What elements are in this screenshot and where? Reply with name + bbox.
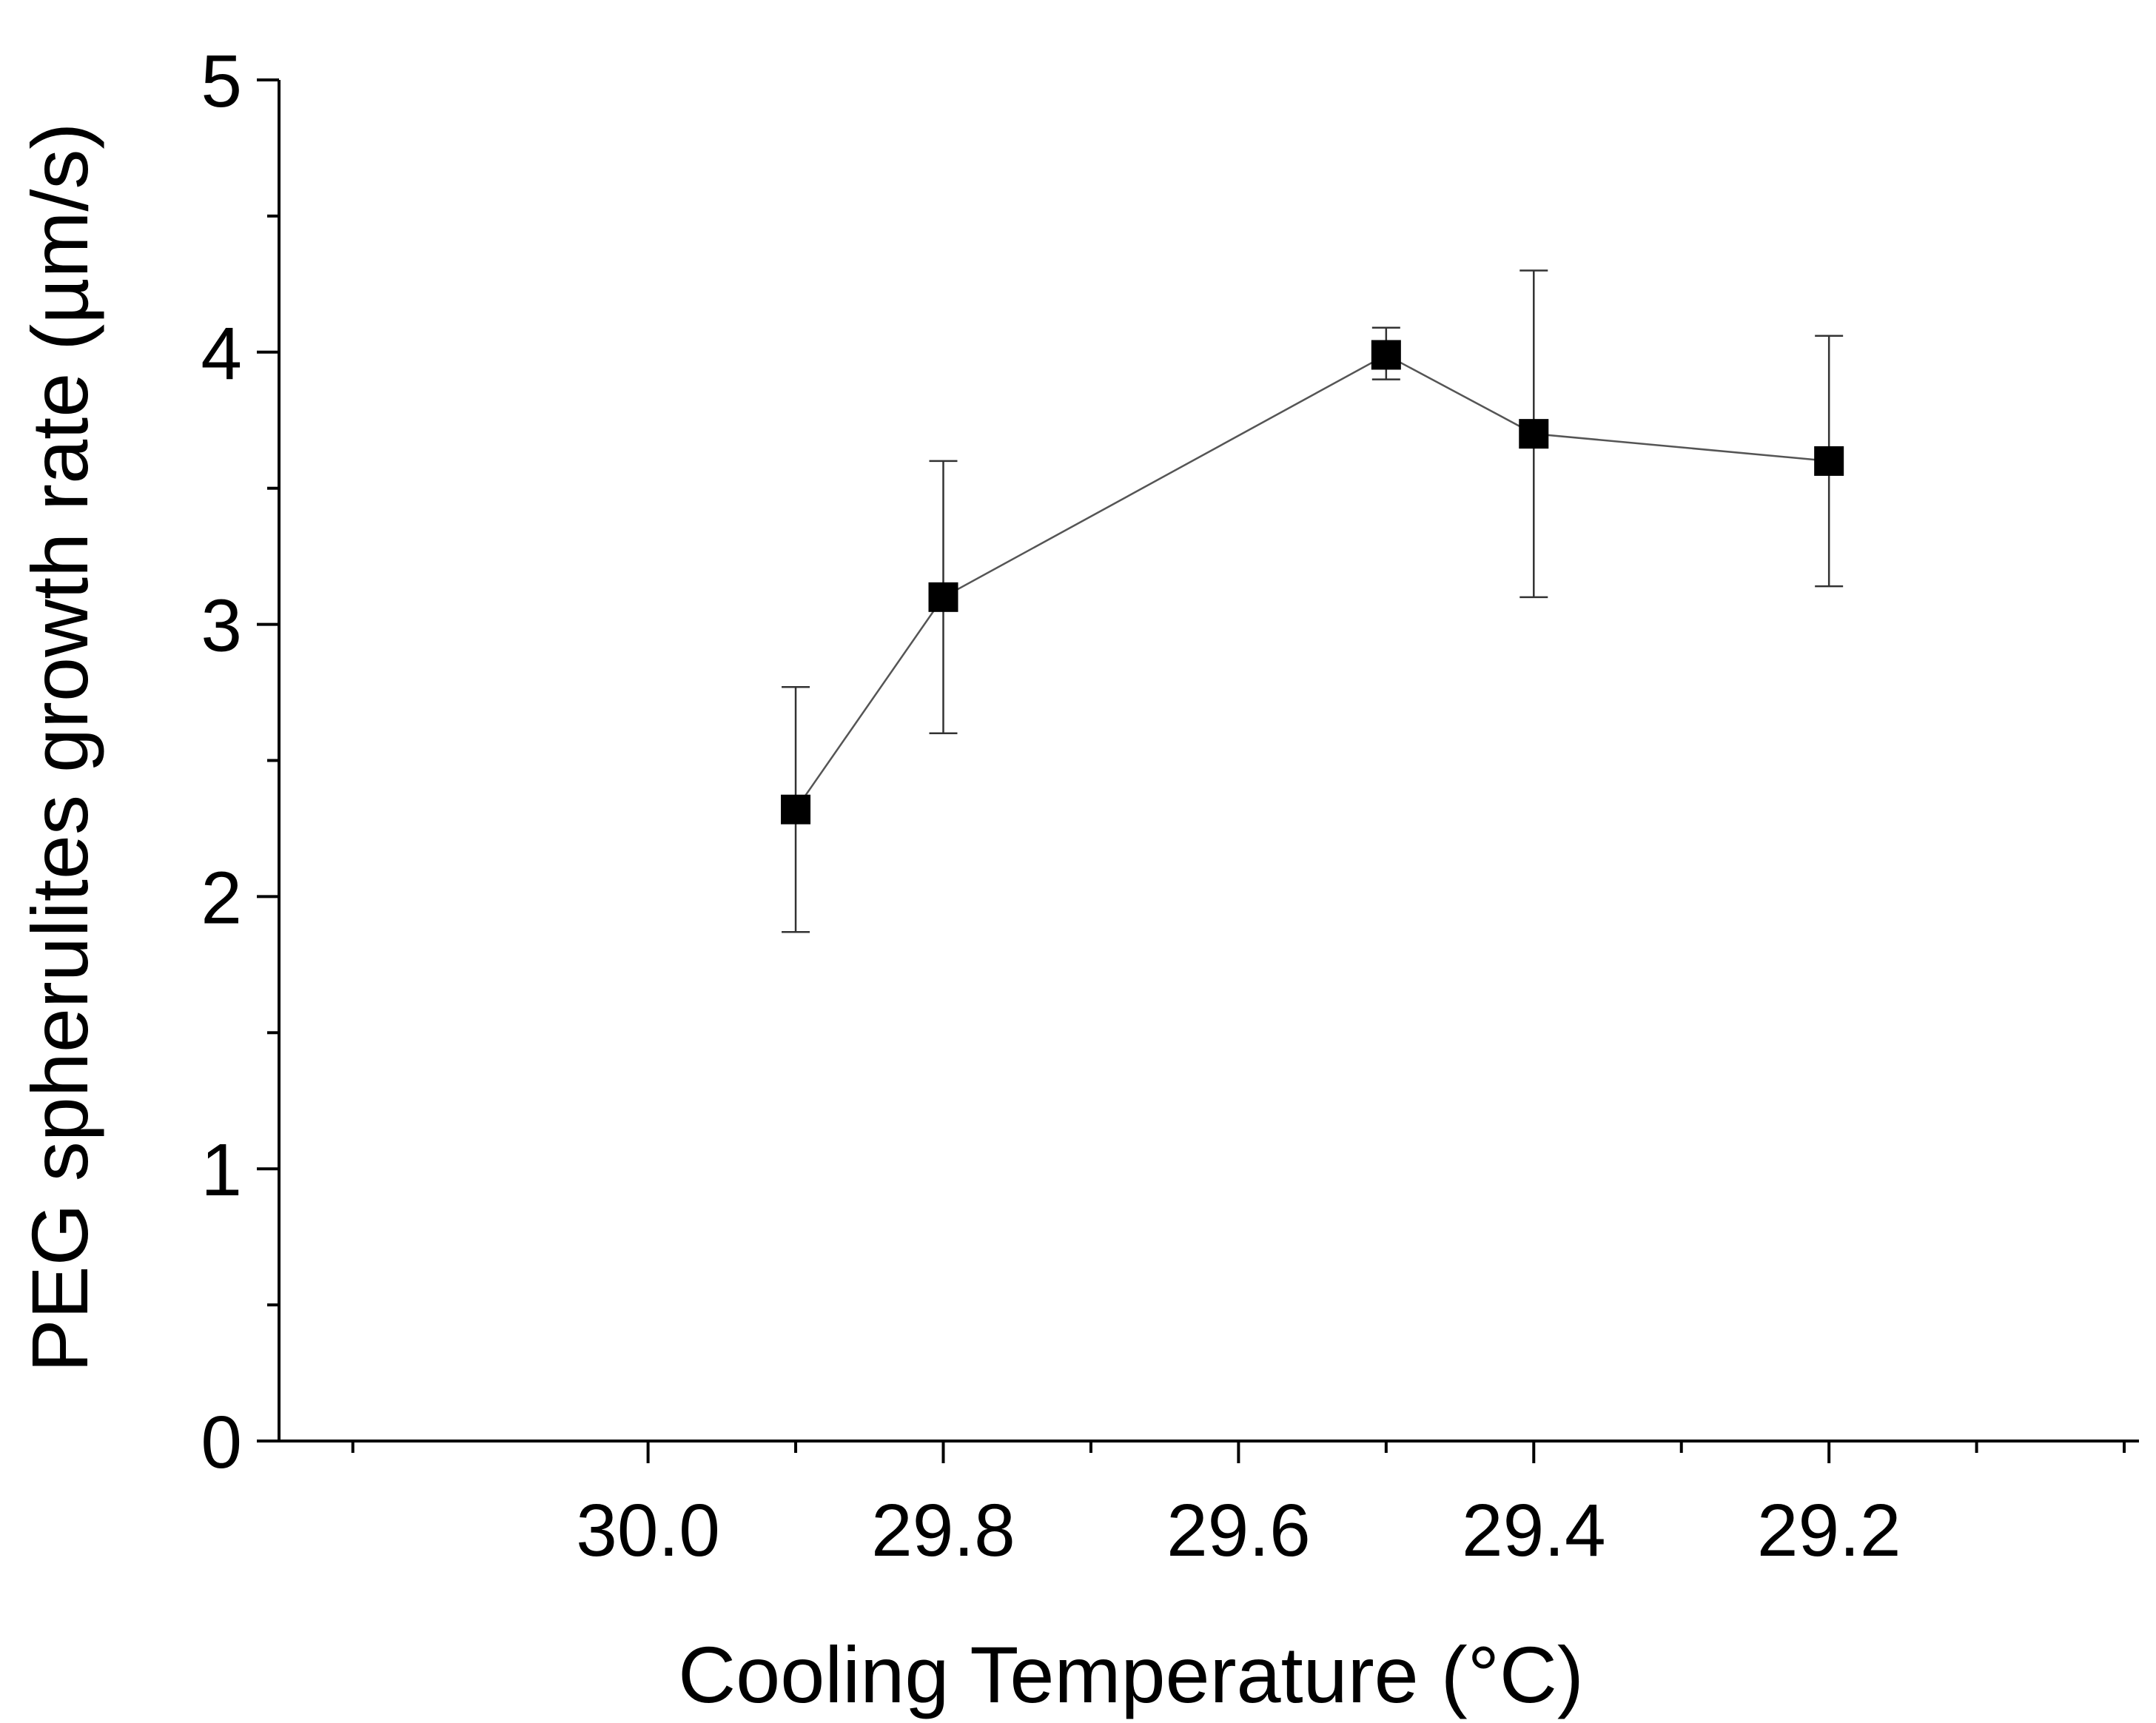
data-point-marker: [1814, 446, 1844, 476]
markers: [781, 340, 1844, 824]
data-point-marker: [928, 582, 958, 612]
x-tick-label: 29.4: [1462, 1489, 1606, 1572]
y-tick-label: 4: [201, 312, 242, 395]
series-line: [795, 354, 1830, 810]
x-axis-title: Cooling Temperature (°C): [678, 1630, 1584, 1719]
tick-labels: 0 1 2 3 4 5 30.0 29.8 29.6 29.4 29.2: [201, 40, 1901, 1572]
y-tick-label: 3: [201, 585, 242, 668]
data-point-marker: [1519, 419, 1549, 449]
y-axis-title: PEG spherulites growth rate (µm/s): [15, 123, 104, 1373]
y-tick-label: 5: [201, 40, 242, 123]
y-tick-label: 0: [201, 1401, 242, 1484]
y-tick-label: 2: [201, 856, 242, 939]
x-tick-label: 29.8: [871, 1489, 1015, 1572]
x-tick-label: 29.6: [1166, 1489, 1311, 1572]
x-tick-label: 29.2: [1757, 1489, 1901, 1572]
x-tick-label: 30.0: [576, 1489, 720, 1572]
data-point-marker: [1371, 340, 1401, 370]
series-line-path: [795, 354, 1830, 810]
ticks: [257, 78, 2126, 1463]
data-point-marker: [781, 794, 811, 824]
axes: [278, 80, 2139, 1442]
y-tick-label: 1: [201, 1129, 242, 1212]
